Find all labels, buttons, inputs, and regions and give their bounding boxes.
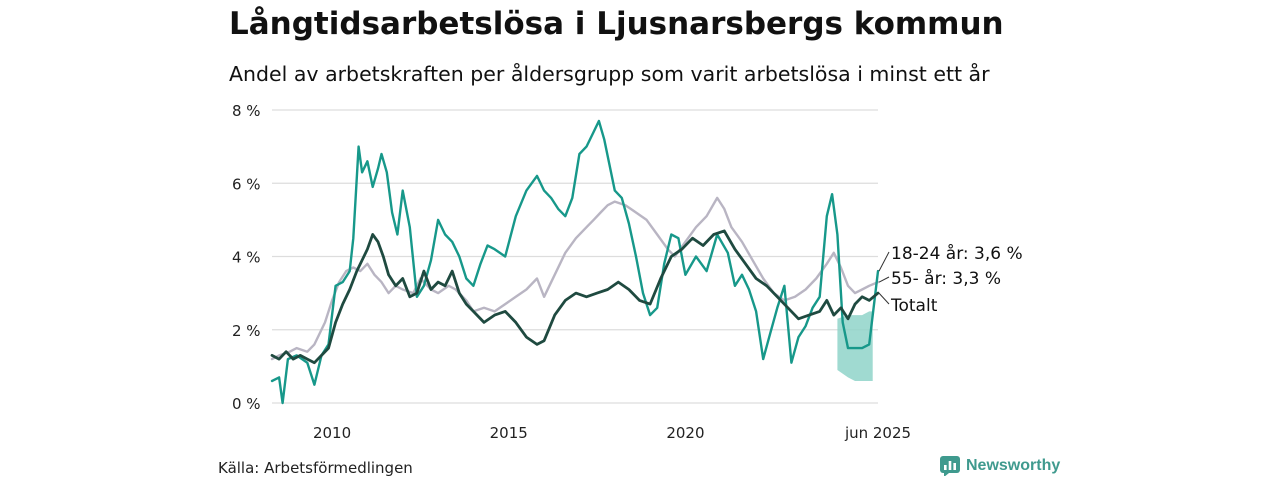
x-tick-label: jun 2025 <box>844 424 911 442</box>
end-labels: 55- år: 3,3 % 18-24 år: 3,6 % Totalt <box>878 243 1023 316</box>
chart-title: Långtidsarbetslösa i Ljusnarsbergs kommu… <box>229 6 1004 42</box>
y-tick-label: 2 % <box>232 322 261 340</box>
brand-logo: Newsworthy <box>940 456 1060 476</box>
x-tick-label: 2020 <box>666 424 704 442</box>
end-label-total: Totalt <box>890 296 938 316</box>
series-layer <box>270 119 880 405</box>
y-tick-label: 4 % <box>232 249 261 267</box>
x-tick-label: 2010 <box>313 424 351 442</box>
leader-line-total <box>878 292 890 305</box>
leader-line-older <box>878 276 890 283</box>
uncertainty-band <box>837 311 873 381</box>
series-line-older <box>270 196 880 361</box>
axis-labels: 0 % 2 % 4 % 6 % 8 % 2010 2015 2020 jun 2025 <box>232 102 911 442</box>
series-line-total <box>270 229 880 365</box>
leader-line-youth <box>878 251 890 272</box>
uncertainty-band-layer <box>837 311 873 381</box>
x-tick-label: 2015 <box>490 424 528 442</box>
source-note: Källa: Arbetsförmedlingen <box>218 459 413 477</box>
end-label-youth: 18-24 år: 3,6 % <box>891 243 1023 264</box>
newsworthy-logo-icon <box>940 456 960 476</box>
y-tick-label: 6 % <box>232 175 261 193</box>
y-tick-label: 0 % <box>232 395 261 413</box>
y-tick-label: 8 % <box>232 102 261 120</box>
brand-name: Newsworthy <box>966 457 1061 474</box>
series-line-youth <box>270 119 880 405</box>
end-label-older: 55- år: 3,3 % <box>891 268 1001 289</box>
chart-subtitle: Andel av arbetskraften per åldersgrupp s… <box>229 62 990 86</box>
